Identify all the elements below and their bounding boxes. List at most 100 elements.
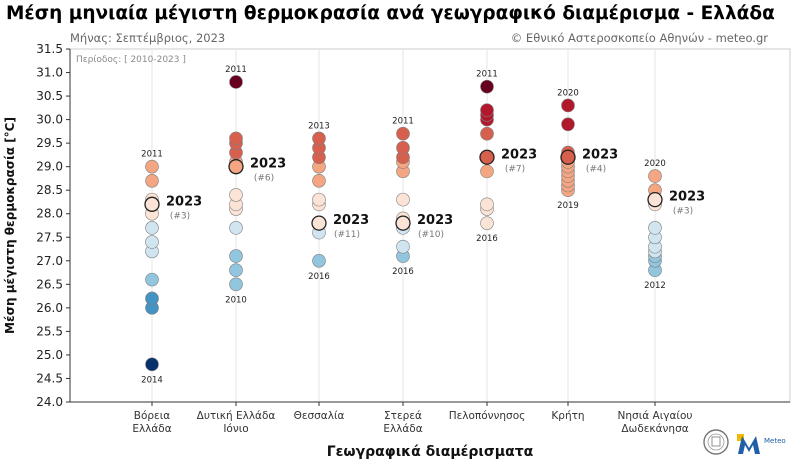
data-point xyxy=(229,75,243,89)
meteo-logo-icon: Meteo xyxy=(737,434,786,454)
y-tick-label: 30.5 xyxy=(36,89,63,103)
highlight-2023-point xyxy=(560,149,576,165)
highlight-rank-label: (#11) xyxy=(334,230,360,240)
min-year-label: 2016 xyxy=(392,267,414,277)
highlight-2023-point xyxy=(144,196,160,212)
min-year-label: 2010 xyxy=(225,295,247,305)
y-tick-label: 24.0 xyxy=(36,395,63,409)
data-point xyxy=(480,126,494,141)
highlight-rank-label: (#7) xyxy=(505,164,525,174)
min-year-label: 2016 xyxy=(476,234,498,244)
data-point xyxy=(312,131,326,146)
data-point xyxy=(145,235,159,249)
data-point xyxy=(396,126,410,141)
data-point xyxy=(145,221,159,235)
y-tick-label: 29.0 xyxy=(36,160,63,174)
data-point xyxy=(145,272,159,287)
y-tick-label: 24.5 xyxy=(36,371,63,385)
observatory-seal-icon xyxy=(703,429,729,455)
highlight-2023-label: 2023 xyxy=(417,213,453,228)
highlight-2023-label: 2023 xyxy=(250,157,286,172)
highlight-2023-point xyxy=(311,215,327,231)
y-tick-label: 26.0 xyxy=(36,301,63,315)
highlight-2023-label: 2023 xyxy=(501,147,537,162)
data-point xyxy=(396,192,410,207)
max-year-label: 2020 xyxy=(644,159,666,169)
highlight-2023-label: 2023 xyxy=(333,213,369,228)
y-tick-label: 31.5 xyxy=(36,42,63,56)
data-point xyxy=(229,188,243,202)
y-tick-label: 29.5 xyxy=(36,136,63,150)
x-tick-label: Βόρεια xyxy=(134,410,171,422)
month-subtitle: Μήνας: Σεπτέμβριος, 2023 xyxy=(70,31,226,45)
chart-title: Μέση μηνιαία μέγιστη θερμοκρασία ανά γεω… xyxy=(6,3,775,24)
data-point xyxy=(648,169,662,183)
x-tick-label: Κρήτη xyxy=(551,410,584,422)
min-year-label: 2014 xyxy=(141,375,163,385)
highlight-rank-label: (#6) xyxy=(254,174,274,184)
copyright-subtitle: © Εθνικό Αστεροσκοπείο Αθηνών - meteo.gr xyxy=(510,31,768,45)
max-year-label: 2011 xyxy=(476,70,498,80)
min-year-label: 2019 xyxy=(557,201,579,211)
highlight-2023-label: 2023 xyxy=(166,194,202,209)
highlight-2023-label: 2023 xyxy=(582,147,618,162)
meteo-logo-text: Meteo xyxy=(764,437,786,445)
x-tick-label: Δυτική Ελλάδα xyxy=(197,410,276,422)
min-year-label: 2016 xyxy=(308,272,330,282)
y-tick-label: 27.5 xyxy=(36,230,63,244)
data-point xyxy=(145,357,159,372)
highlight-2023-point xyxy=(228,159,244,175)
x-tick-label: Πελοπόννησος xyxy=(449,410,526,422)
highlight-2023-label: 2023 xyxy=(669,190,705,205)
data-point xyxy=(396,239,410,254)
data-point xyxy=(480,197,494,212)
data-point xyxy=(648,221,662,235)
y-tick-label: 27.0 xyxy=(36,254,63,268)
y-tick-label: 28.0 xyxy=(36,207,63,221)
x-tick-label: Νησιά Αιγαίου xyxy=(618,410,693,422)
data-point xyxy=(480,216,494,230)
data-point xyxy=(312,253,326,268)
highlight-2023-point xyxy=(479,149,495,165)
highlight-rank-label: (#3) xyxy=(673,207,693,217)
y-tick-label: 30.0 xyxy=(36,113,63,127)
data-point xyxy=(480,164,494,179)
data-point xyxy=(145,291,159,306)
data-point xyxy=(229,131,243,146)
max-year-label: 2013 xyxy=(308,121,330,131)
y-tick-label: 28.5 xyxy=(36,183,63,197)
data-point xyxy=(396,141,410,155)
y-tick-label: 26.5 xyxy=(36,277,63,291)
x-tick-label: Στερεά xyxy=(384,410,422,422)
max-year-label: 2020 xyxy=(557,88,579,98)
x-axis-label: Γεωγραφικά διαμέρισματα xyxy=(327,444,534,460)
data-point xyxy=(561,117,575,132)
x-tick-label: Θεσσαλία xyxy=(294,410,345,422)
highlight-2023-point xyxy=(395,215,411,231)
y-tick-label: 25.0 xyxy=(36,348,63,362)
data-point xyxy=(229,277,243,292)
min-year-label: 2012 xyxy=(644,281,666,291)
data-point xyxy=(229,221,243,235)
data-point xyxy=(480,79,494,94)
data-point xyxy=(229,249,243,263)
data-point xyxy=(145,173,159,188)
highlight-2023-point xyxy=(647,191,663,208)
y-axis-label: Μέση μέγιστη θερμοκρασία [°C] xyxy=(3,117,17,334)
y-tick-label: 25.5 xyxy=(36,324,63,338)
x-tick-label: Δωδεκάνησα xyxy=(621,423,688,435)
x-tick-label: Ελλάδα xyxy=(132,423,171,435)
data-point xyxy=(312,173,326,188)
x-tick-label: Ελλάδα xyxy=(383,423,422,435)
highlight-rank-label: (#4) xyxy=(586,164,606,174)
max-year-label: 2011 xyxy=(141,150,163,160)
y-tick-label: 31.0 xyxy=(36,66,63,80)
data-point xyxy=(561,98,575,113)
highlight-rank-label: (#3) xyxy=(170,211,190,221)
max-year-label: 2011 xyxy=(392,117,414,127)
data-point xyxy=(145,159,159,174)
x-tick-label: Ιόνιο xyxy=(223,423,248,435)
max-year-label: 2011 xyxy=(225,65,247,75)
period-label: Περίοδος: [ 2010-2023 ] xyxy=(76,55,186,65)
